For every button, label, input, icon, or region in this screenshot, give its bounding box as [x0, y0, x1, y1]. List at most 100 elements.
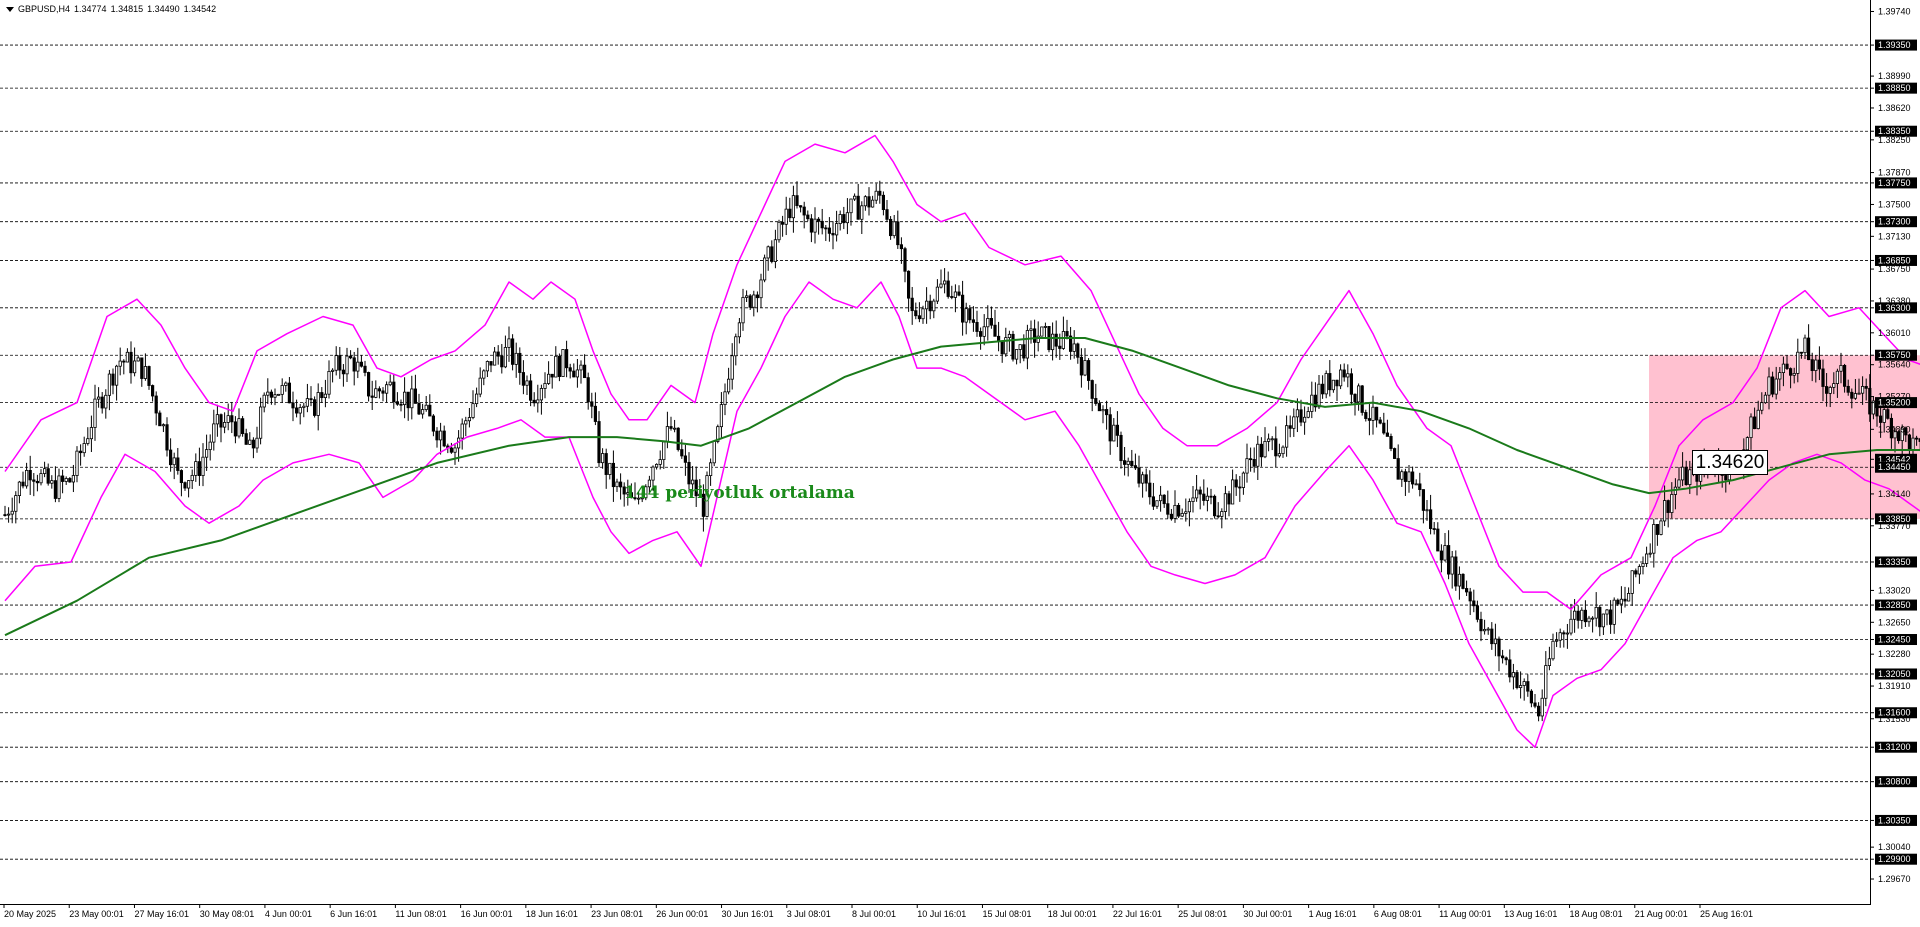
- candle: [845, 198, 850, 235]
- candle-body: [438, 430, 443, 441]
- candle-body: [579, 364, 583, 371]
- candle-body: [525, 380, 529, 386]
- candle-body: [1825, 386, 1829, 394]
- candle-body: [363, 365, 367, 373]
- candle-body: [28, 469, 32, 481]
- candle-body: [961, 294, 965, 323]
- symbol-label: GBPUSD,H4: [18, 4, 71, 14]
- candle-body: [1792, 373, 1796, 376]
- candle: [719, 392, 724, 440]
- candle: [802, 201, 806, 229]
- price-tick-label: 1.36300: [1878, 303, 1911, 313]
- candle: [204, 434, 209, 471]
- candle: [1367, 404, 1371, 436]
- collapse-triangle-icon[interactable]: [6, 7, 14, 13]
- candle: [424, 395, 428, 412]
- candle: [1472, 589, 1476, 613]
- candle: [1241, 471, 1245, 495]
- candle-body: [474, 393, 479, 405]
- price-tick-label: 1.31910: [1878, 681, 1911, 691]
- candle: [1771, 371, 1775, 398]
- candle-body: [1321, 383, 1325, 395]
- candle-body: [1385, 432, 1389, 437]
- candle: [1177, 502, 1181, 518]
- candle: [107, 369, 111, 411]
- candle-body: [521, 372, 526, 386]
- candle-body: [1079, 356, 1083, 376]
- candle: [93, 384, 97, 441]
- candle-body: [651, 466, 655, 481]
- price-tick-label: 1.33770: [1878, 521, 1911, 531]
- candle: [701, 484, 706, 532]
- price-axis[interactable]: 1.39740 1.39350 1.38990 1.38850 1.38620 1.383…: [1870, 6, 1917, 884]
- candle-body: [100, 396, 104, 409]
- candle: [1259, 437, 1263, 467]
- candle-body: [1231, 479, 1235, 505]
- candle-body: [1839, 365, 1843, 372]
- price-label-box: [1875, 254, 1917, 266]
- candle-body: [1220, 511, 1224, 517]
- candle-body: [309, 398, 313, 401]
- candle: [1839, 352, 1843, 384]
- candle: [1461, 573, 1465, 590]
- candle-body: [856, 195, 860, 220]
- candle: [104, 389, 108, 419]
- candle: [474, 387, 479, 408]
- candle-body: [1853, 393, 1857, 399]
- candle-body: [190, 474, 194, 482]
- candle-body: [161, 424, 165, 427]
- candle-body: [723, 391, 727, 405]
- candle: [176, 447, 180, 475]
- candle: [190, 469, 194, 489]
- candle-body: [705, 475, 709, 517]
- candle: [968, 305, 972, 324]
- candle-body: [885, 209, 889, 220]
- candle: [1403, 468, 1407, 496]
- candle: [1252, 447, 1256, 473]
- candle-body: [467, 417, 472, 422]
- candle: [284, 381, 288, 392]
- candle-body: [240, 418, 245, 435]
- candle-body: [1105, 409, 1109, 416]
- candle: [539, 384, 544, 415]
- candle-body: [269, 391, 274, 398]
- candle-body: [1058, 345, 1062, 349]
- candle-body: [478, 377, 482, 395]
- candle: [1155, 500, 1159, 509]
- candle: [831, 221, 835, 250]
- time-tick-label: 6 Jun 16:01: [330, 909, 377, 919]
- candle-body: [953, 291, 958, 298]
- candle: [1331, 379, 1335, 393]
- candle-body: [1864, 386, 1868, 389]
- candle: [1382, 412, 1386, 435]
- candle: [363, 360, 367, 377]
- candle: [525, 375, 529, 396]
- candle: [428, 394, 432, 417]
- candle: [1677, 467, 1681, 490]
- price-tick-label: 1.31600: [1878, 708, 1911, 718]
- candle-body: [532, 399, 536, 404]
- candle: [352, 351, 356, 386]
- price-tick-label: 1.32050: [1878, 669, 1911, 679]
- candle-body: [932, 300, 936, 312]
- candle-body: [1029, 328, 1033, 331]
- time-axis[interactable]: 20 May 2025 23 May 00:01 27 May 16:01 30 Ma…: [3, 904, 1753, 919]
- time-tick-label: 8 Jul 00:01: [852, 909, 896, 919]
- candle: [1562, 630, 1566, 648]
- candle: [1533, 693, 1537, 709]
- candle-body: [399, 403, 403, 406]
- candle: [1850, 388, 1854, 409]
- candle: [788, 197, 792, 222]
- candle: [1825, 373, 1829, 407]
- candle: [586, 372, 590, 410]
- candle-body: [1061, 331, 1065, 349]
- candle: [827, 217, 832, 242]
- candle-body: [10, 510, 14, 515]
- candle-body: [1299, 409, 1303, 423]
- candle-body: [204, 449, 209, 458]
- candle-body: [1339, 369, 1343, 387]
- price-tick-label: 1.34140: [1878, 489, 1911, 499]
- candle-body: [1562, 632, 1566, 635]
- candle: [1789, 367, 1793, 389]
